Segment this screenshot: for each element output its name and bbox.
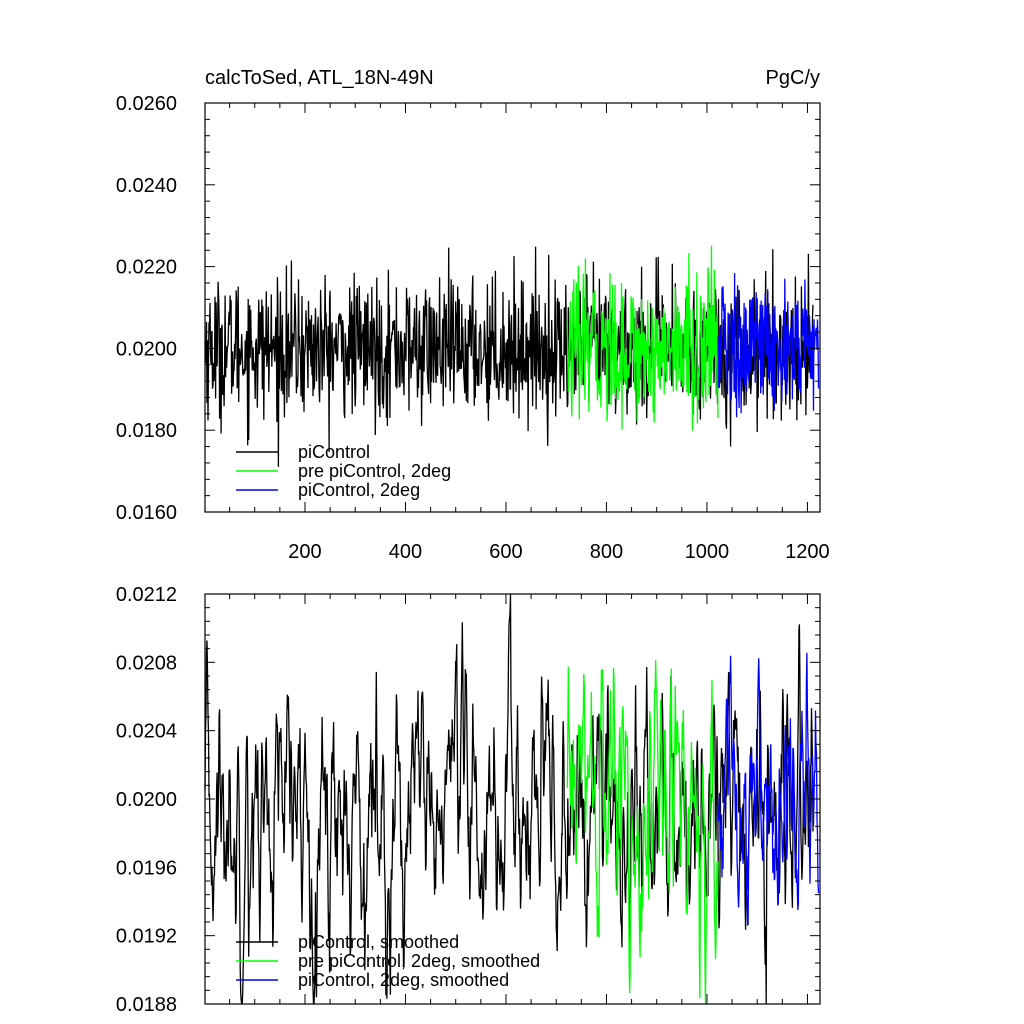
- x-tick-label: 400: [389, 541, 422, 563]
- series-line-pre-picontrol-2deg-smoothed: [566, 660, 719, 1005]
- series-line-picontrol-2deg-smoothed: [717, 652, 820, 927]
- y-tick-label: 0.0200: [116, 789, 177, 811]
- x-tick-label: 600: [489, 541, 522, 563]
- x-tick-label: 800: [590, 541, 623, 563]
- legend-label: pre piControl, 2deg, smoothed: [298, 951, 540, 971]
- bottom-y-tick-labels: 0.0188 0.0192 0.0196 0.0200 0.0204 0.0208 0.02…: [116, 584, 177, 1016]
- legend-label: piControl, 2deg: [298, 480, 420, 500]
- series-line-picontrol-smoothed: [204, 593, 814, 1005]
- y-tick-label: 0.0220: [116, 257, 177, 279]
- y-tick-label: 0.0200: [116, 338, 177, 360]
- legend-label: pre piControl, 2deg: [298, 461, 451, 481]
- top-series-group: [204, 245, 820, 467]
- chart-title-units: PgC/y: [766, 67, 820, 89]
- y-tick-label: 0.0196: [116, 857, 177, 879]
- top-y-tick-labels: 0.0160 0.0180 0.0200 0.0220 0.0240 0.0260: [116, 93, 177, 524]
- legend-label: piControl: [298, 442, 370, 462]
- top-x-tick-labels: 200 400 600 800 1000 1200: [288, 541, 829, 563]
- bottom-series-group: [204, 593, 820, 1005]
- top-axis-ticks: [205, 102, 820, 513]
- top-chart-panel: calcToSed, ATL_18N-49N PgC/y 0.0160 0.018…: [116, 67, 830, 563]
- legend-label: piControl, 2deg, smoothed: [298, 970, 509, 990]
- y-tick-label: 0.0204: [116, 721, 177, 743]
- y-tick-label: 0.0212: [116, 584, 177, 606]
- bottom-axis-ticks: [205, 593, 820, 1005]
- y-tick-label: 0.0180: [116, 420, 177, 442]
- series-line-pre-picontrol-2deg: [566, 245, 719, 431]
- bottom-chart-panel: 0.0188 0.0192 0.0196 0.0200 0.0204 0.0208 0.02…: [116, 584, 821, 1016]
- y-tick-label: 0.0192: [116, 926, 177, 948]
- y-tick-label: 0.0208: [116, 652, 177, 674]
- y-tick-label: 0.0260: [116, 93, 177, 115]
- legend-label: piControl, smoothed: [298, 932, 459, 952]
- x-tick-label: 200: [288, 541, 321, 563]
- chart-title-left: calcToSed, ATL_18N-49N: [205, 67, 434, 89]
- bottom-plot-frame: [204, 593, 821, 1005]
- x-tick-label: 1000: [685, 541, 730, 563]
- x-tick-label: 1200: [785, 541, 830, 563]
- series-line-picontrol-2deg: [717, 272, 820, 418]
- y-tick-label: 0.0188: [116, 994, 177, 1016]
- y-tick-label: 0.0240: [116, 175, 177, 197]
- y-tick-label: 0.0160: [116, 502, 177, 524]
- top-plot-frame: [204, 102, 821, 513]
